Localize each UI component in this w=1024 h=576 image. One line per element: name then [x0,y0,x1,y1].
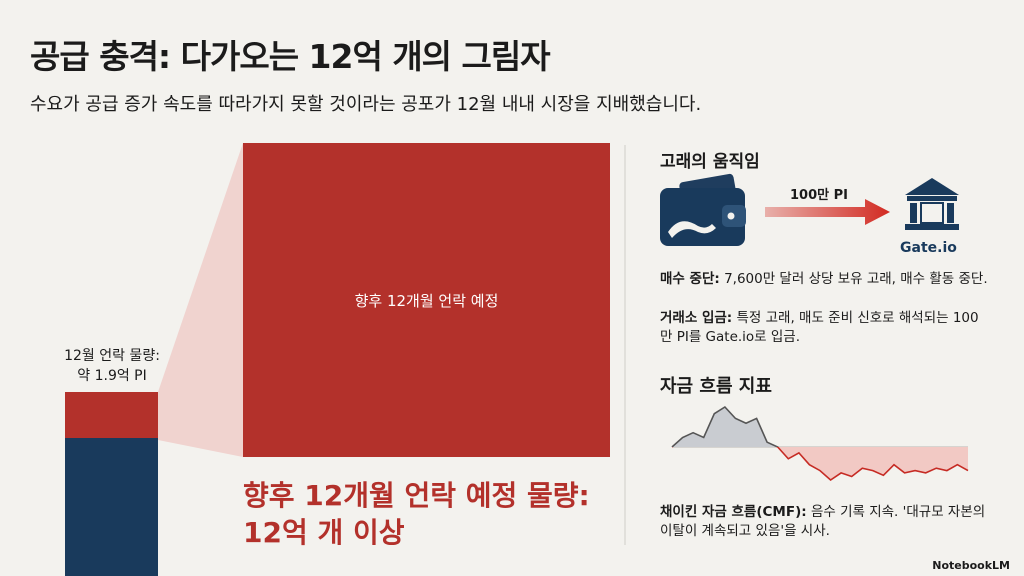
whale-item: 매수 중단: 7,600만 달러 상당 보유 고래, 매수 활동 중단. [660,270,990,289]
item-text: 음수 기록 지속. '대규모 자본의 이탈이 계속되고 있음'을 시사. [660,504,986,539]
item-text: 특정 고래, 매도 준비 신호로 해석되는 100만 PI를 Gate.io로 … [660,310,979,345]
box-label: 향후 12개월 언락 예정 [354,292,499,310]
item-label: 거래소 입금: [660,310,733,326]
cmf-chart [671,405,969,482]
future-unlock-box [243,143,610,457]
wallet-icon [660,173,746,246]
item-text: 7,600만 달러 상당 보유 고래, 매수 활동 중단. [724,271,988,287]
item-label: 채이킨 자금 흐름(CMF): [660,504,807,520]
flow-text: 채이킨 자금 흐름(CMF): 음수 기록 지속. '대규모 자본의 이탈이 계… [660,503,1000,541]
connector [158,143,243,457]
item-label: 매수 중단: [660,271,720,287]
section-title: 자금 흐름 지표 [660,376,772,397]
subtitle: 수요가 공급 증가 속도를 따라가지 못할 것이라는 공포가 12월 내내 시장… [30,94,702,115]
cmf-area-positive [672,407,968,447]
headline: 향후 12개월 언락 예정 물량: [243,479,590,512]
arrow-label: 100만 PI [790,188,848,203]
brand: NotebookLM [932,559,1010,572]
circulating-bar [65,438,158,576]
cmf-area-negative [672,447,968,480]
whale-item: 거래소 입금: 특정 고래, 매도 준비 신호로 해석되는 100만 PI를 G… [660,309,990,347]
cmf-line [672,447,969,482]
cmf-line [671,405,779,447]
arrow [765,199,890,225]
bank-icon [905,178,959,230]
december-unlock-bar [65,392,158,438]
headline: 12억 개 이상 [243,516,405,549]
december-value: 약 1.9억 PI [77,368,147,384]
december-label: 12월 언락 물량: [64,348,160,364]
title: 공급 충격: 다가오는 12억 개의 그림자 [30,37,551,76]
section-title: 고래의 움직임 [660,152,760,172]
exchange-label: Gate.io [900,240,957,256]
